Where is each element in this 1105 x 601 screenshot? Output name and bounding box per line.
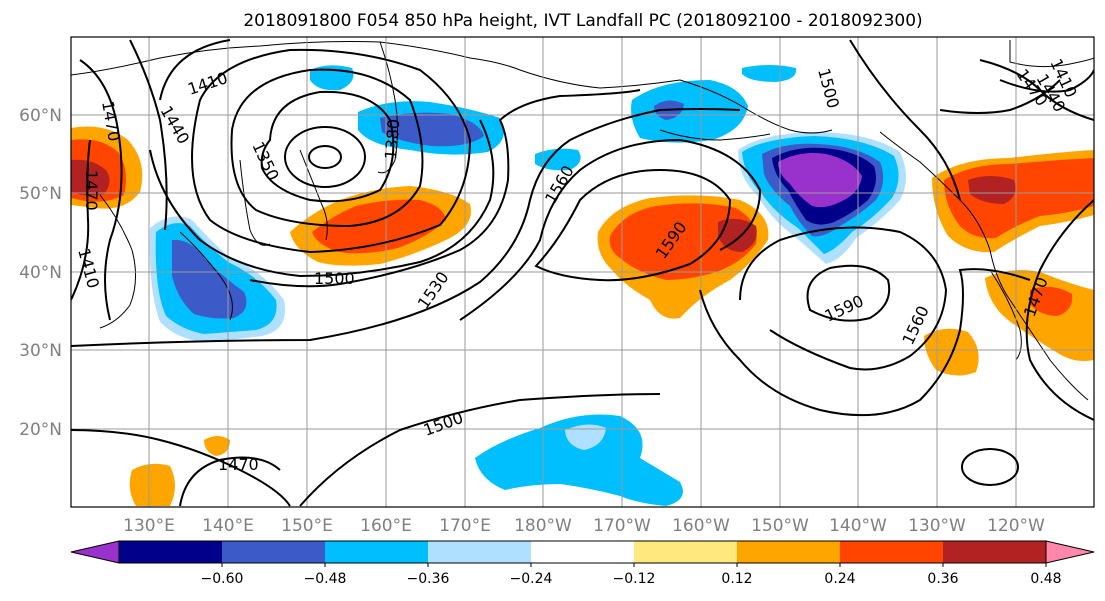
colorbar-tick-label: 0.12 [721,571,752,587]
contour-label: 1500 [314,269,355,288]
colorbar-tick-label: −0.12 [613,571,656,587]
longitude-label: 160°W [672,516,730,536]
latitude-label: 50°N [19,184,62,204]
longitude-label: 150°E [281,516,333,536]
colorbar-extend-min [70,540,120,564]
contour-label: 1470 [82,170,101,211]
longitude-label: 150°W [751,516,809,536]
longitude-label: 180°W [514,516,572,536]
colorbar-swatch [531,541,634,563]
longitude-label: 140°W [829,516,887,536]
colorbar-tick-label: 0.36 [927,571,958,587]
longitude-label: 160°E [360,516,412,536]
map-layers [71,37,1094,507]
colorbar-swatch [943,541,1046,563]
latitude-label: 40°N [19,263,62,283]
colorbar-swatch [737,541,840,563]
longitude-label: 130°E [123,516,175,536]
coastlines [71,40,1094,401]
colorbar-swatch [428,541,531,563]
colorbar-swatch [325,541,428,563]
longitude-label: 120°W [987,516,1045,536]
colorbar-swatch [119,541,222,563]
colorbar-swatch [222,541,325,563]
map-title: 2018091800 F054 850 hPa height, IVT Land… [243,11,922,31]
latitude-labels: 60°N 50°N 40°N 30°N 20°N [19,106,62,440]
map-frame [70,36,1095,508]
colorbar-tick-label: −0.36 [407,571,450,587]
colorbar-tick-label: −0.48 [304,571,347,587]
latitude-label: 30°N [19,341,62,361]
latitude-label: 20°N [19,420,62,440]
contour-label: 1470 [218,455,259,474]
colorbar-tick-label: −0.60 [201,571,244,587]
contour-label: 1380 [381,118,403,160]
colorbar-swatch [840,541,943,563]
colorbar: −0.60 −0.48 −0.36 −0.24 −0.12 0.12 0.24 0.36 0.4… [70,540,1095,587]
colorbar-tick-label: 0.48 [1030,571,1061,587]
longitude-label: 140°E [202,516,254,536]
colorbar-outline [118,540,1047,564]
colorbar-extend-max [1045,540,1095,564]
colorbar-tick-label: −0.24 [510,571,553,587]
colorbar-tick-label: 0.24 [824,571,855,587]
height-contours [71,39,1094,507]
graticule [71,37,1094,507]
latitude-label: 60°N [19,106,62,126]
longitude-labels: 130°E 140°E 150°E 160°E 170°E 180°W 170°… [123,516,1045,536]
colorbar-swatch [634,541,737,563]
longitude-label: 170°E [439,516,491,536]
longitude-label: 170°W [593,516,651,536]
longitude-label: 130°W [908,516,966,536]
